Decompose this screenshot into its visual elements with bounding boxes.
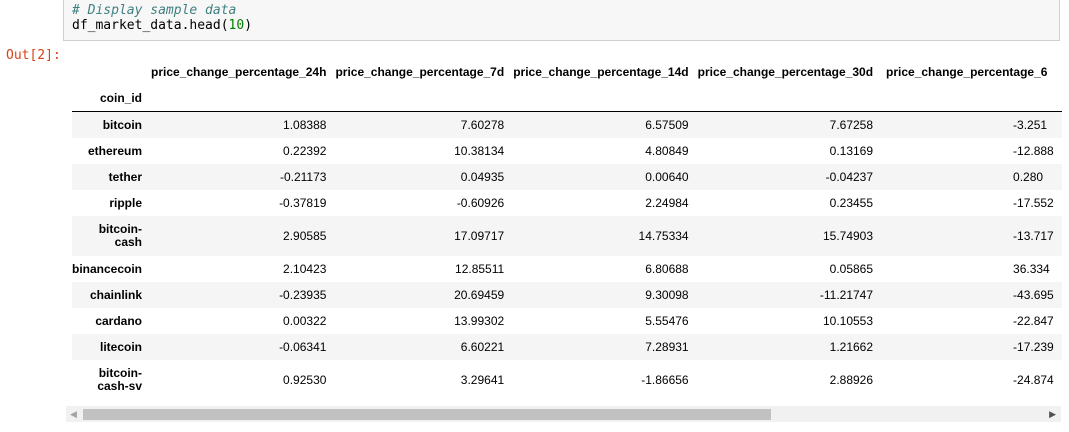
table-cell: 7.67258 (829, 117, 874, 132)
code-line: df_market_data.head(10) (72, 18, 1059, 33)
header-row: price_change_percentage_24h price_change… (72, 60, 1062, 84)
table-cell: 10.10553 (822, 313, 874, 328)
table-cell: 0.04935 (460, 169, 505, 184)
table-cell: -13.717 (1013, 228, 1054, 243)
table-cell: -0.06341 (279, 339, 327, 354)
table-cell: 17.09717 (454, 228, 505, 243)
table-row: binancecoin 2.10423 12.85511 6.80688 0.05865… (72, 256, 1062, 282)
code-call: df_market_data.head( (72, 18, 229, 33)
row-index-line: cash-sv (97, 378, 143, 393)
code-cell[interactable]: # Display sample data df_market_data.hea… (63, 0, 1060, 41)
table-cell: 2.24984 (645, 195, 689, 210)
table-cell: 6.57509 (645, 117, 689, 132)
index-name-row: coin_id (72, 84, 1062, 112)
table-cell: 2.10423 (283, 261, 327, 276)
table-cell: -12.888 (1013, 143, 1054, 158)
code-paren: ) (244, 18, 253, 33)
table-cell: 5.55476 (645, 313, 689, 328)
table-cell: -0.60926 (456, 195, 505, 210)
row-index: chainlink (90, 287, 143, 302)
table-cell: 1.08388 (283, 117, 327, 132)
table-cell: 6.80688 (645, 261, 689, 276)
row-index: ripple (109, 195, 143, 210)
table-cell: 36.334 (1013, 261, 1050, 276)
scroll-right-arrow-icon[interactable]: ▶ (1049, 409, 1056, 419)
column-header: price_change_percentage_6 (886, 65, 1048, 79)
code-number: 10 (228, 18, 245, 33)
row-index: bitcoin (102, 117, 143, 132)
table-cell: 0.00640 (645, 169, 689, 184)
dataframe-output: price_change_percentage_24h price_change… (72, 60, 1062, 403)
table-cell: 7.60278 (460, 117, 505, 132)
table-cell: 12.85511 (455, 261, 505, 276)
table-cell: 3.29641 (460, 372, 505, 387)
table-cell: 0.92530 (283, 372, 327, 387)
table-cell: 0.05865 (829, 261, 874, 276)
row-index: tether (108, 169, 143, 184)
dataframe-table: price_change_percentage_24h price_change… (72, 60, 1062, 400)
table-cell: -1.86656 (641, 372, 689, 387)
row-index: bitcoin-cash-sv (72, 360, 151, 400)
table-cell: 13.99302 (454, 313, 505, 328)
row-index-line: cash (114, 234, 143, 249)
scroll-left-arrow-icon[interactable]: ◀ (70, 409, 77, 419)
table-cell: -0.23935 (279, 287, 327, 302)
column-header: price_change_percentage_14d (513, 65, 689, 79)
table-row: ripple -0.37819 -0.60926 2.24984 0.23455 -17.… (72, 190, 1062, 216)
table-cell: -3.251 (1013, 117, 1048, 132)
table-row: tether -0.21173 0.04935 0.00640 -0.04237 0.28… (72, 163, 1062, 190)
table-cell: -17.552 (1013, 195, 1054, 210)
row-index: cardano (95, 313, 143, 328)
table-cell: -11.21747 (819, 287, 874, 302)
table-row: ethereum 0.22392 10.38134 4.80849 0.13169 -12… (72, 138, 1062, 164)
row-index: ethereum (87, 143, 143, 158)
table-cell: 20.69459 (454, 287, 505, 302)
index-header-blank (72, 60, 151, 84)
index-name: coin_id (72, 84, 152, 112)
table-cell: 0.13169 (829, 143, 874, 158)
horizontal-scrollbar[interactable]: ◀ ▶ (66, 406, 1061, 422)
column-header: price_change_percentage_24h (151, 65, 327, 79)
table-cell: 14.75334 (638, 228, 689, 243)
table-cell: 9.30098 (645, 287, 689, 302)
output-prompt: Out[2]: (6, 48, 61, 63)
table-row: bitcoin-cash 2.90585 17.09717 14.75334 15.74… (72, 215, 1062, 256)
table-cell: -43.695 (1013, 287, 1054, 302)
table-cell: 4.80849 (645, 143, 689, 158)
table-cell: -0.21173 (279, 169, 327, 184)
row-index: bitcoin-cash (72, 216, 151, 256)
scrollbar-thumb[interactable] (83, 409, 771, 420)
table-cell: 0.00322 (283, 313, 327, 328)
table-row: bitcoin 1.08388 7.60278 6.57509 7.67258 -3.25… (72, 111, 1062, 138)
row-index-line: bitcoin- (98, 365, 143, 380)
table-cell: -22.847 (1013, 313, 1054, 328)
column-header: price_change_percentage_7d (335, 65, 505, 79)
table-row: cardano 0.00322 13.99302 5.55476 10.10553 -22… (72, 308, 1062, 334)
table-cell: 2.88926 (829, 372, 874, 387)
table-cell: -0.37819 (279, 195, 327, 210)
table-cell: -0.04237 (825, 169, 874, 184)
row-index-line: bitcoin- (98, 221, 143, 236)
table-cell: -24.874 (1013, 372, 1054, 387)
row-index: binancecoin (72, 261, 143, 276)
table-cell: -17.239 (1013, 339, 1054, 354)
row-index: litecoin (100, 339, 143, 354)
table-cell: 6.60221 (460, 339, 505, 354)
table-cell: 0.22392 (283, 143, 327, 158)
table-cell: 1.21662 (829, 339, 874, 354)
table-cell: 10.38134 (454, 143, 505, 158)
table-cell: 0.280 (1013, 169, 1044, 184)
table-row: litecoin -0.06341 6.60221 7.28931 1.21662 -17… (72, 333, 1062, 360)
table-cell: 2.90585 (283, 228, 327, 243)
table-cell: 7.28931 (645, 339, 689, 354)
table-row: chainlink -0.23935 20.69459 9.30098 -11.2174… (72, 281, 1062, 308)
table-cell: 0.23455 (829, 195, 874, 210)
table-cell: 15.74903 (822, 228, 874, 243)
column-header: price_change_percentage_30d (697, 65, 874, 79)
table-row: bitcoin-cash-sv 0.92530 3.29641 -1.86656 2.8… (72, 360, 1062, 400)
code-comment: # Display sample data (72, 3, 237, 18)
